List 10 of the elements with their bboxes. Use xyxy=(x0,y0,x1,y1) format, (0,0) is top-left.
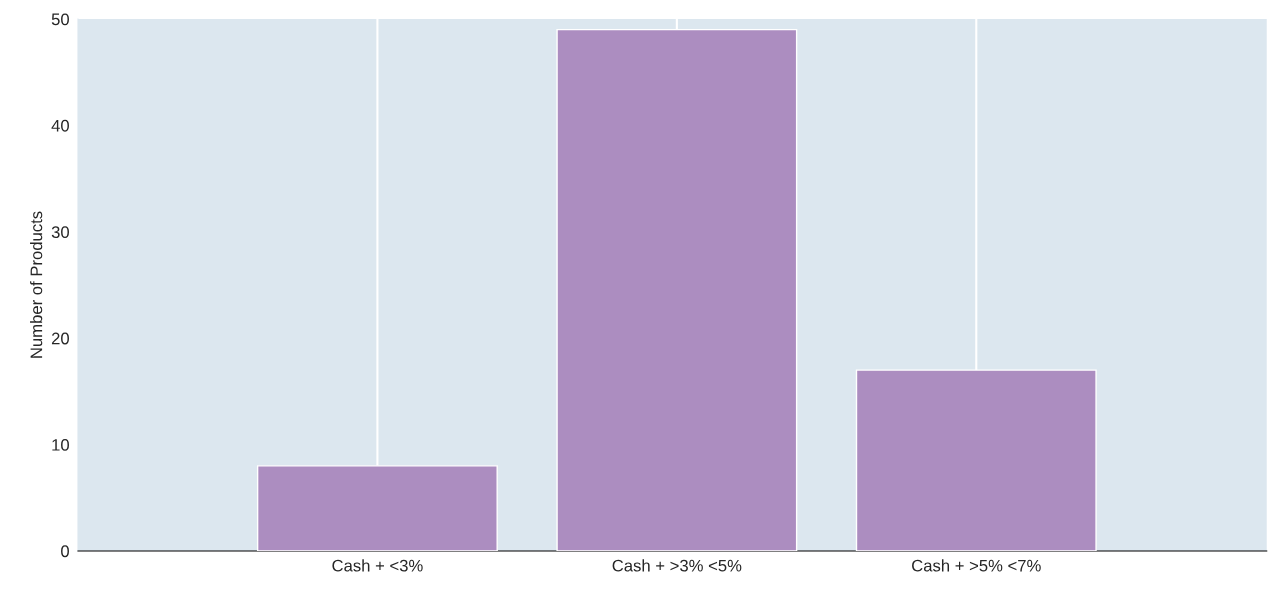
y-tick-label: 20 xyxy=(51,332,69,345)
y-tick-label: 30 xyxy=(51,226,69,239)
y-tick-label: 40 xyxy=(51,119,69,132)
x-tick-label: Cash + <3% xyxy=(332,559,423,572)
x-tick-label: Cash + >5% <7% xyxy=(912,559,1041,572)
y-tick-label: 10 xyxy=(52,438,69,451)
y-tick-label: 50 xyxy=(51,13,69,26)
x-tick-label: Cash + >3% <5% xyxy=(612,559,742,572)
y-axis-title: Number of Products xyxy=(30,211,43,358)
y-tick-label: 0 xyxy=(61,545,69,558)
